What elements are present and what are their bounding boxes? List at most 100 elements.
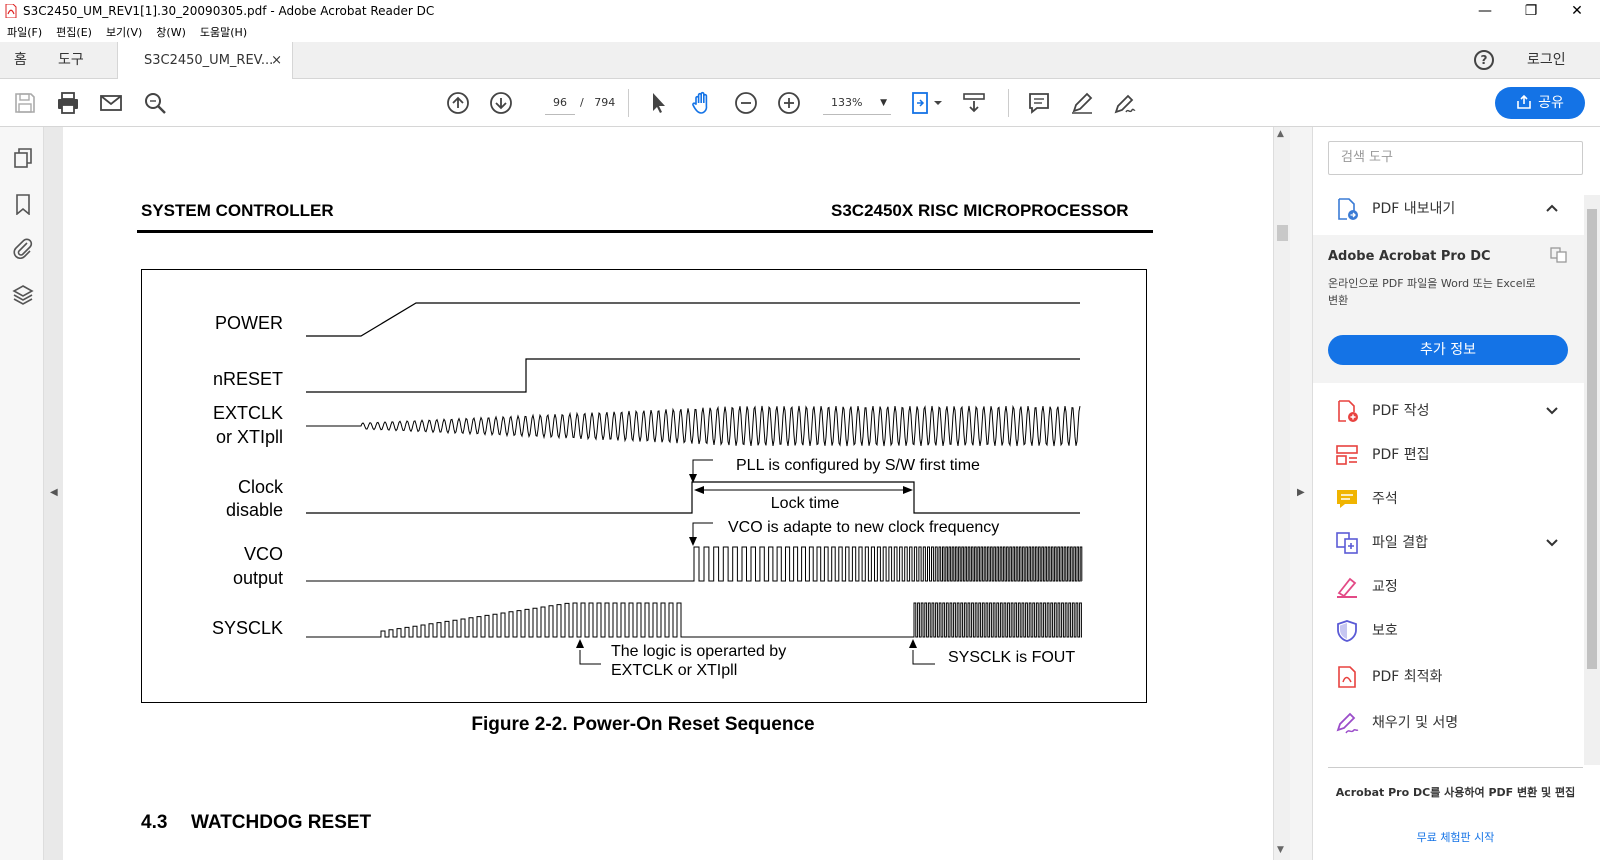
protect-icon	[1337, 620, 1357, 642]
help-icon[interactable]: ?	[1474, 50, 1494, 70]
acrobat-pdf-icon	[5, 4, 17, 18]
scroll-mode-icon[interactable]	[962, 91, 986, 115]
zoom-level-dropdown[interactable]: 133% ▼	[823, 91, 891, 115]
bookmark-icon[interactable]	[12, 193, 34, 215]
acrobat-pro-title: Adobe Acrobat Pro DC	[1328, 249, 1491, 264]
document-view[interactable]: SYSTEM CONTROLLER S3C2450X RISC MICROPRO…	[63, 127, 1273, 860]
tool-protect-label: 보호	[1372, 623, 1398, 639]
tool-combine-files[interactable]: 파일 결합	[1313, 521, 1584, 565]
sign-icon[interactable]	[1113, 91, 1137, 115]
login-button[interactable]: 로그인	[1527, 52, 1566, 68]
search-tools-input[interactable]: 검색 도구	[1328, 141, 1583, 175]
select-cursor-icon[interactable]	[647, 91, 671, 115]
comment-icon	[1337, 490, 1357, 508]
label-extclk: EXTCLK	[213, 403, 283, 423]
more-info-button[interactable]: 추가 정보	[1328, 335, 1568, 365]
menu-edit[interactable]: 편집(E)	[56, 26, 92, 39]
section-title: WATCHDOG RESET	[191, 812, 372, 833]
minimize-button[interactable]: —	[1478, 3, 1492, 19]
toolbar: 96 / 794 133% ▼ 공유	[0, 79, 1600, 127]
page-number-input[interactable]: 96	[545, 91, 575, 115]
next-page-icon[interactable]	[489, 91, 513, 115]
free-trial-link[interactable]: 무료 체험판 시작	[1416, 831, 1495, 844]
pll-arrow	[689, 474, 697, 483]
chevron-down-icon[interactable]	[1545, 535, 1559, 549]
annotation-pll: PLL is configured by S/W first time	[736, 457, 980, 474]
annotation-vco: VCO is adapte to new clock frequency	[728, 519, 999, 536]
close-window-button[interactable]: ✕	[1571, 3, 1583, 19]
tool-fill-sign-label: 채우기 및 서명	[1372, 715, 1459, 731]
collapse-left-icon[interactable]: ◀	[50, 487, 58, 498]
tool-create-pdf[interactable]: PDF 작성	[1313, 389, 1584, 433]
tool-optimize-pdf-label: PDF 최적화	[1372, 669, 1443, 685]
label-power: POWER	[215, 313, 283, 333]
hand-tool-icon[interactable]	[690, 91, 714, 115]
menu-window[interactable]: 창(W)	[156, 26, 186, 39]
document-scrollbar[interactable]: ▲ ▼	[1273, 127, 1290, 860]
scrollbar-thumb[interactable]	[1277, 225, 1288, 241]
annotation-lock-time: Lock time	[771, 495, 840, 512]
tab-tools[interactable]: 도구	[58, 52, 84, 68]
tool-comment-label: 주석	[1372, 491, 1398, 507]
menu-view[interactable]: 보기(V)	[105, 26, 143, 39]
tool-create-pdf-label: PDF 작성	[1372, 403, 1430, 419]
comment-icon[interactable]	[1027, 91, 1051, 115]
collapse-right-icon[interactable]: ▶	[1297, 487, 1305, 498]
highlight-pen-icon[interactable]	[1070, 91, 1094, 115]
save-icon[interactable]	[13, 91, 37, 115]
tool-export-pdf-label: PDF 내보내기	[1372, 201, 1456, 217]
scroll-up-icon[interactable]: ▲	[1277, 129, 1284, 139]
lock-time-arrow-left	[694, 486, 704, 494]
restore-button[interactable]: ❐	[1524, 3, 1538, 19]
share-icon	[1517, 94, 1531, 109]
tool-export-pdf[interactable]: PDF 내보내기	[1313, 187, 1584, 231]
pll-marker-line	[692, 459, 713, 482]
sysclk-waveform	[306, 602, 1082, 638]
export-pdf-panel: Adobe Acrobat Pro DC 온라인으로 PDF 파일을 Word …	[1313, 235, 1584, 383]
scroll-down-icon[interactable]: ▼	[1277, 845, 1284, 855]
extclk-waveform	[306, 404, 1081, 447]
close-tab-icon[interactable]: ×	[271, 53, 282, 68]
lock-time-arrow-right	[903, 486, 913, 494]
share-button[interactable]: 공유	[1495, 87, 1585, 119]
chevron-down-icon[interactable]	[1545, 403, 1559, 417]
attachment-icon[interactable]	[12, 237, 34, 259]
section-number: 4.3	[141, 812, 168, 833]
email-icon[interactable]	[99, 91, 123, 115]
tool-redact-label: 교정	[1372, 579, 1398, 595]
pane-splitter[interactable]: ▶	[1290, 127, 1313, 860]
label-vco: VCO	[244, 544, 283, 564]
tools-pane-scrollbar[interactable]	[1584, 195, 1600, 765]
tool-redact[interactable]: 교정	[1313, 565, 1584, 609]
prev-page-icon[interactable]	[446, 91, 470, 115]
menu-help[interactable]: 도움말(H)	[199, 26, 248, 39]
export-pdf-icon	[1338, 198, 1358, 220]
tool-protect[interactable]: 보호	[1313, 609, 1584, 653]
tools-scrollbar-thumb[interactable]	[1587, 209, 1597, 669]
layers-icon[interactable]	[12, 283, 34, 305]
logic-arrow	[576, 639, 584, 648]
zoom-in-icon[interactable]	[777, 91, 801, 115]
tool-fill-sign[interactable]: 채우기 및 서명	[1313, 701, 1584, 745]
label-vco-2: output	[233, 568, 283, 588]
tool-comment[interactable]: 주석	[1313, 477, 1584, 521]
label-clock: Clock	[238, 477, 284, 497]
menu-file[interactable]: 파일(F)	[7, 26, 43, 39]
tools-pane: 검색 도구 PDF 내보내기 Adobe Acrobat Pro DC 온라인으…	[1313, 127, 1584, 860]
tab-document[interactable]: S3C2450_UM_REV... ×	[117, 42, 293, 79]
tab-home[interactable]: 홈	[14, 52, 27, 68]
logic-marker-line	[579, 650, 601, 665]
tool-edit-pdf-label: PDF 편집	[1372, 447, 1430, 463]
tool-edit-pdf[interactable]: PDF 편집	[1313, 433, 1584, 477]
vco-waveform	[306, 546, 1083, 582]
search-icon[interactable]	[143, 91, 167, 115]
label-clock-2: disable	[226, 500, 283, 520]
annotation-logic: The logic is operarted by	[611, 643, 786, 660]
print-icon[interactable]	[56, 91, 80, 115]
chevron-up-icon[interactable]	[1545, 201, 1559, 215]
zoom-out-icon[interactable]	[734, 91, 758, 115]
page-fit-icon[interactable]	[910, 91, 944, 115]
toolbar-divider	[628, 89, 629, 117]
tool-optimize-pdf[interactable]: PDF 최적화	[1313, 655, 1584, 699]
page-thumbnails-icon[interactable]	[12, 147, 34, 169]
